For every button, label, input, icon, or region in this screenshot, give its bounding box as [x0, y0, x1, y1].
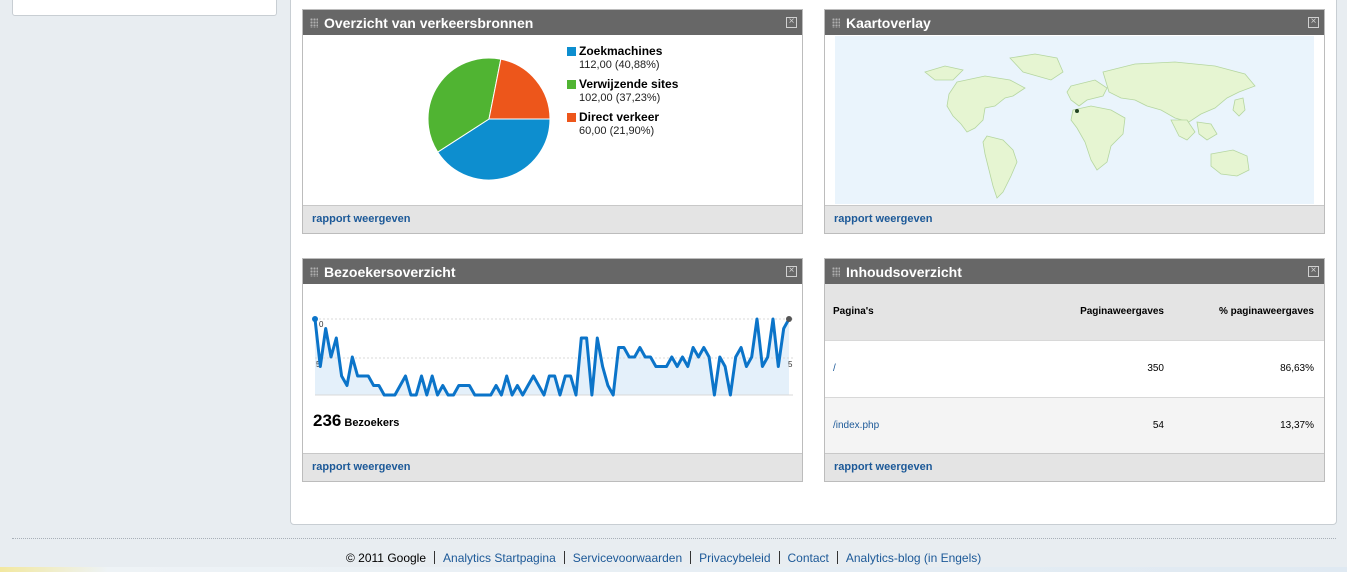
- widget-title: Inhoudsoverzicht: [846, 264, 962, 280]
- widget-header[interactable]: Bezoekersoverzicht ×: [303, 259, 802, 284]
- legend-label: Zoekmachines: [579, 44, 663, 58]
- drag-handle-icon[interactable]: [310, 18, 318, 28]
- percent-cell: 86,63%: [1280, 363, 1314, 374]
- footer-link-contact[interactable]: Contact: [787, 551, 829, 565]
- axis-label-mid-left: 5: [316, 360, 321, 369]
- traffic-pie-chart: [427, 57, 551, 181]
- content-overview-widget: Inhoudsoverzicht × Pagina's Paginaweerga…: [824, 258, 1325, 482]
- view-report-link[interactable]: rapport weergeven: [312, 461, 411, 473]
- legend-item: Direct verkeer 60,00 (21,90%): [567, 110, 678, 138]
- widget-title: Bezoekersoverzicht: [324, 264, 456, 280]
- footer-separator: [563, 551, 565, 564]
- footer-link-privacy[interactable]: Privacybeleid: [699, 551, 771, 565]
- visitors-sparkline-chart: 0 5 5: [312, 316, 793, 397]
- legend-swatch: [567, 113, 576, 122]
- drag-handle-icon[interactable]: [832, 267, 840, 277]
- legend-value: 112,00 (40,88%): [579, 59, 660, 71]
- data-point[interactable]: [786, 316, 792, 322]
- visitors-count: 236 Bezoekers: [313, 411, 399, 431]
- legend-item: Zoekmachines 112,00 (40,88%): [567, 44, 678, 72]
- close-icon[interactable]: ×: [1308, 266, 1319, 277]
- table-header-row: Pagina's Paginaweergaves % paginaweergav…: [825, 284, 1324, 341]
- pageviews-cell: 350: [1147, 363, 1164, 374]
- close-icon[interactable]: ×: [1308, 17, 1319, 28]
- footer-separator: [778, 551, 780, 564]
- visitors-count-label: Bezoekers: [344, 417, 400, 429]
- status-strip: [0, 567, 1347, 572]
- legend-label: Direct verkeer: [579, 110, 660, 124]
- map-overlay-widget: Kaartoverlay × rapport weergeven: [824, 9, 1325, 234]
- sidebar-panel: [12, 0, 277, 16]
- view-report-link[interactable]: rapport weergeven: [834, 461, 933, 473]
- footer-separator: [690, 551, 692, 564]
- pageviews-cell: 54: [1152, 420, 1164, 431]
- traffic-sources-widget: Overzicht van verkeersbronnen × Zoekmach…: [302, 9, 803, 234]
- widget-title: Kaartoverlay: [846, 15, 931, 31]
- footer-link-analytics-home[interactable]: Analytics Startpagina: [443, 551, 556, 565]
- pie-slice[interactable]: [427, 57, 502, 153]
- footer-separator: [836, 551, 838, 564]
- widget-title: Overzicht van verkeersbronnen: [324, 15, 534, 31]
- visitors-line: [313, 317, 791, 397]
- close-icon[interactable]: ×: [786, 266, 797, 277]
- widget-footer: rapport weergeven: [303, 453, 802, 481]
- legend-swatch: [567, 80, 576, 89]
- copyright-text: © 2011 Google: [346, 551, 427, 565]
- legend-label: Verwijzende sites: [579, 77, 679, 91]
- legend-swatch: [567, 47, 576, 56]
- legend-value: 102,00 (37,23%): [579, 92, 661, 104]
- table-row: /index.php 54 13,37%: [825, 398, 1324, 455]
- legend-value: 60,00 (21,90%): [579, 125, 655, 137]
- widget-footer: rapport weergeven: [825, 453, 1324, 481]
- view-report-link[interactable]: rapport weergeven: [834, 213, 933, 225]
- widget-footer: rapport weergeven: [825, 205, 1324, 233]
- axis-label-mid-right: 5: [788, 360, 793, 369]
- percent-cell: 13,37%: [1280, 420, 1314, 431]
- close-icon[interactable]: ×: [786, 17, 797, 28]
- visitors-count-number: 236: [313, 411, 342, 430]
- column-header-page[interactable]: Pagina's: [833, 306, 874, 317]
- widget-footer: rapport weergeven: [303, 205, 802, 233]
- widget-header[interactable]: Kaartoverlay ×: [825, 10, 1324, 35]
- footer-separator: [434, 551, 436, 564]
- world-map[interactable]: [835, 36, 1314, 204]
- page-link[interactable]: /: [833, 363, 836, 374]
- drag-handle-icon[interactable]: [310, 267, 318, 277]
- pie-slice[interactable]: [488, 58, 551, 120]
- column-header-pageviews[interactable]: Paginaweergaves: [1080, 306, 1164, 317]
- page-footer: © 2011 Google Analytics Startpagina Servic…: [346, 551, 981, 565]
- axis-label-top: 0: [319, 320, 324, 329]
- visitors-area: [315, 319, 789, 395]
- table-row: / 350 86,63%: [825, 341, 1324, 398]
- widget-header[interactable]: Inhoudsoverzicht ×: [825, 259, 1324, 284]
- view-report-link[interactable]: rapport weergeven: [312, 213, 411, 225]
- column-header-percent[interactable]: % paginaweergaves: [1218, 306, 1314, 317]
- footer-link-terms[interactable]: Servicevoorwaarden: [572, 551, 683, 565]
- data-point[interactable]: [312, 316, 318, 322]
- widget-header[interactable]: Overzicht van verkeersbronnen ×: [303, 10, 802, 35]
- legend-item: Verwijzende sites 102,00 (37,23%): [567, 77, 678, 105]
- content-table: Pagina's Paginaweergaves % paginaweergav…: [825, 284, 1324, 455]
- page-link[interactable]: /index.php: [833, 420, 880, 431]
- footer-divider: [12, 538, 1336, 539]
- pie-legend: Zoekmachines 112,00 (40,88%) Verwijzende…: [567, 44, 678, 143]
- drag-handle-icon[interactable]: [832, 18, 840, 28]
- visitors-widget: Bezoekersoverzicht × 0 5 5 236 Bezoekers …: [302, 258, 803, 482]
- footer-link-blog[interactable]: Analytics-blog (in Engels): [845, 551, 982, 565]
